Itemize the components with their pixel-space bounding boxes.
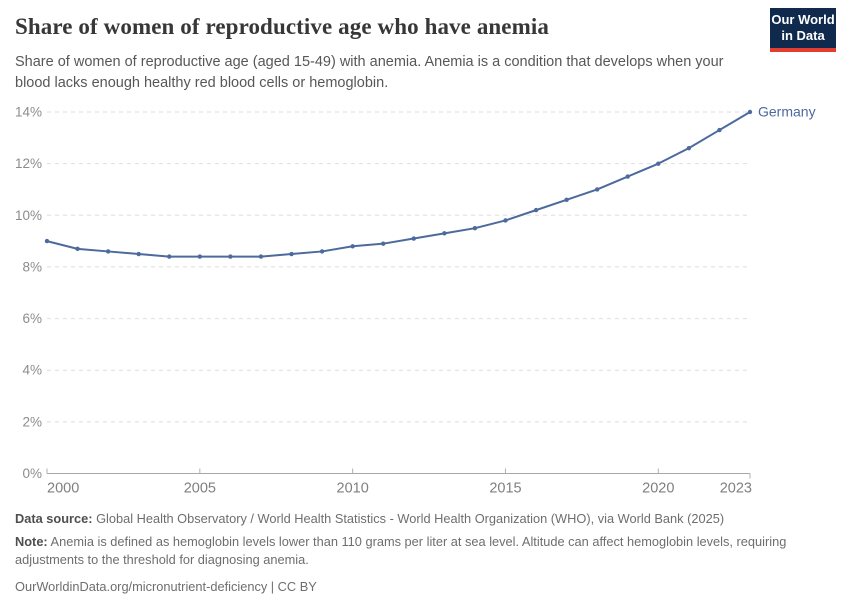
y-axis-tick-label: 4%: [22, 363, 42, 378]
y-axis-tick-label: 10%: [15, 208, 42, 223]
data-point[interactable]: [442, 231, 447, 236]
data-point[interactable]: [625, 174, 630, 179]
page-title: Share of women of reproductive age who h…: [15, 14, 549, 39]
data-point[interactable]: [594, 187, 600, 192]
note-label: Note:: [15, 533, 48, 549]
x-axis-tick-label: 2015: [489, 481, 521, 497]
data-point[interactable]: [686, 145, 692, 151]
x-axis-tick-label: 2010: [337, 481, 369, 497]
chart-footer: Data source: Global Health Observatory /…: [15, 510, 837, 600]
data-point[interactable]: [319, 249, 325, 254]
x-axis-tick-label: 2020: [642, 481, 674, 497]
data-point[interactable]: [75, 246, 80, 252]
data-source-text: Global Health Observatory / World Health…: [92, 511, 725, 526]
note-text: Anemia is defined as hemoglobin levels l…: [15, 533, 787, 567]
data-point[interactable]: [44, 238, 50, 244]
y-axis-tick-label: 8%: [22, 259, 42, 274]
data-point[interactable]: [717, 127, 722, 133]
data-point[interactable]: [167, 254, 172, 259]
data-point[interactable]: [381, 241, 386, 246]
chart-subtitle: Share of women of reproductive age (aged…: [15, 54, 724, 92]
data-point[interactable]: [228, 254, 233, 259]
owid-logo[interactable]: Our World in Data: [770, 8, 836, 52]
x-axis-tick-label: 2023: [720, 481, 752, 497]
data-point[interactable]: [350, 244, 355, 249]
note-line: Note: Anemia is defined as hemoglobin le…: [15, 533, 837, 569]
x-axis-tick-label: 2000: [47, 481, 79, 497]
citation-link[interactable]: OurWorldinData.org/micronutrient-deficie…: [15, 578, 317, 594]
y-axis-tick-label: 0%: [22, 466, 42, 481]
data-source-line: Data source: Global Health Observatory /…: [15, 510, 837, 528]
data-point[interactable]: [503, 218, 508, 223]
series-end-label[interactable]: Germany: [758, 104, 816, 120]
owid-logo-line2: in Data: [781, 28, 825, 43]
y-axis-tick-label: 6%: [22, 311, 42, 326]
data-point[interactable]: [289, 251, 294, 257]
x-axis-tick-label: 2005: [184, 481, 216, 497]
y-axis-tick-label: 14%: [15, 105, 42, 120]
y-axis-tick-label: 12%: [15, 156, 42, 171]
data-point[interactable]: [136, 251, 141, 257]
data-source-label: Data source:: [15, 511, 93, 526]
y-axis-tick-label: 2%: [22, 414, 42, 429]
series-line[interactable]: [46, 111, 751, 258]
data-point[interactable]: [258, 254, 264, 259]
data-point[interactable]: [533, 207, 539, 213]
data-point[interactable]: [411, 236, 416, 241]
data-point[interactable]: [747, 109, 753, 115]
data-point[interactable]: [564, 197, 569, 202]
data-point[interactable]: [656, 161, 661, 166]
data-point[interactable]: [472, 225, 478, 231]
data-point[interactable]: [105, 249, 111, 254]
owid-logo-line1: Our World: [771, 12, 835, 28]
data-point[interactable]: [197, 254, 203, 259]
